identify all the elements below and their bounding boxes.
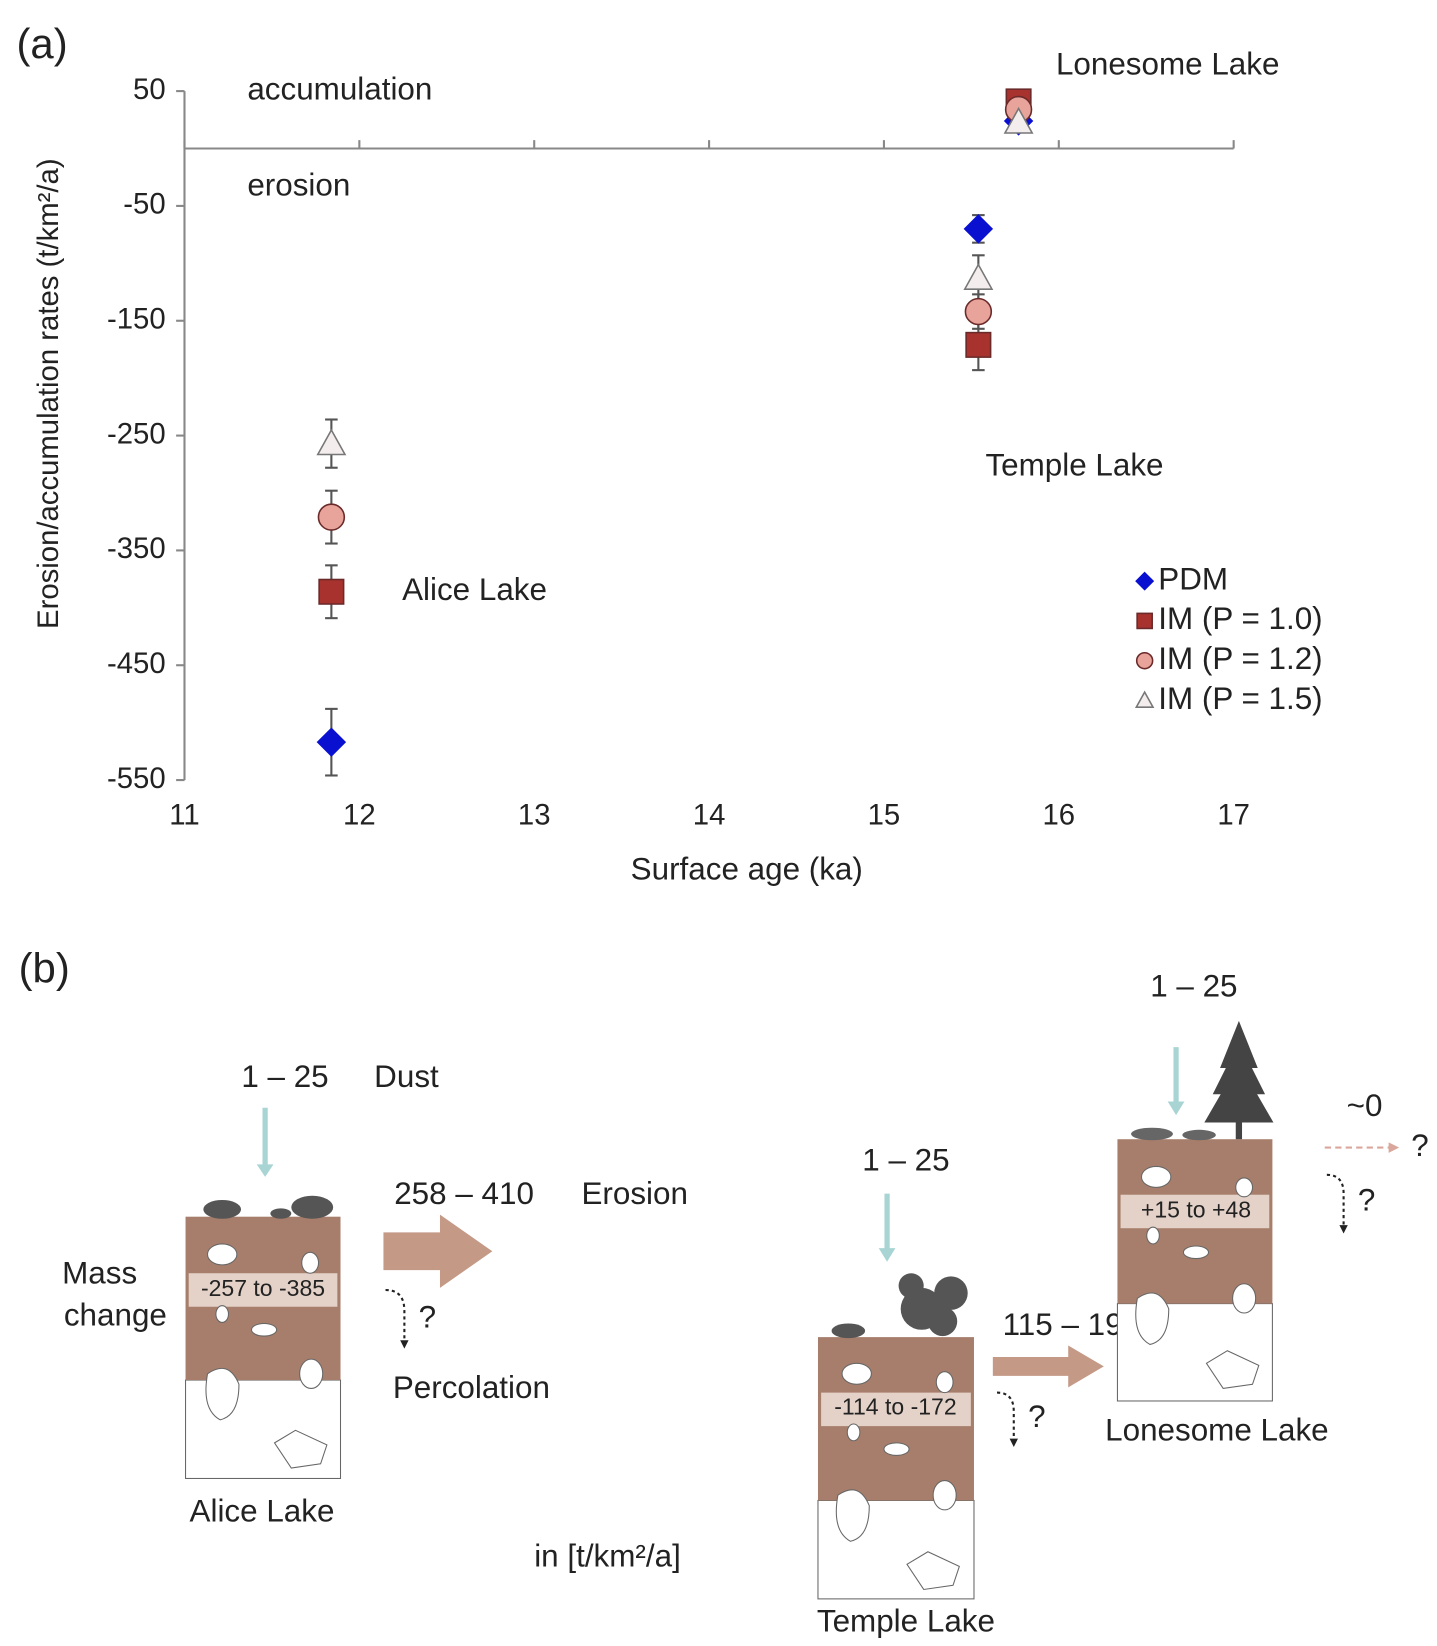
erosion-label: Erosion [581, 1176, 688, 1211]
x-tick-label: 17 [1217, 798, 1250, 831]
site-name: Temple Lake [817, 1603, 995, 1638]
site-name: Lonesome Lake [1105, 1413, 1329, 1448]
question: ? [419, 1300, 436, 1335]
legend-label: IM (P = 1.2) [1158, 641, 1322, 676]
percolation-arrow [996, 1391, 1015, 1439]
percolation-arrow-head [1339, 1225, 1348, 1234]
grass [203, 1195, 334, 1219]
legend-label: IM (P = 1.0) [1158, 601, 1322, 636]
percolation-arrow-head [1009, 1438, 1018, 1448]
point-square [965, 331, 992, 358]
legend-marker [1134, 690, 1155, 708]
x-axis-label: Surface age (ka) [631, 851, 863, 886]
legend-marker [1136, 612, 1153, 630]
annotation: Temple Lake [985, 447, 1163, 482]
legend-label: PDM [1158, 561, 1228, 596]
y-tick-label: -350 [107, 532, 166, 565]
dust-label: Dust [374, 1059, 439, 1094]
legend-marker [1135, 571, 1155, 591]
y-tick-label: -550 [107, 762, 166, 795]
y-tick-label: -150 [107, 303, 166, 336]
stones [205, 1243, 328, 1469]
point-diamond [316, 727, 347, 757]
percolation-label: Percolation [393, 1370, 550, 1405]
dust-flux: 1 – 25 [241, 1059, 328, 1094]
erosion-flux: 258 – 410 [394, 1176, 534, 1211]
lateral-arrow-head [1388, 1142, 1400, 1153]
mass-change-label: Mass [62, 1256, 137, 1291]
question: ? [1411, 1128, 1428, 1163]
annotation: erosion [247, 168, 350, 203]
mass-change-value: -114 to -172 [834, 1393, 956, 1419]
tree [1131, 1020, 1274, 1141]
panel-label: (a) [16, 20, 67, 67]
label-band [821, 1392, 971, 1427]
dust-arrow-head [1167, 1101, 1185, 1116]
mass-change-value: -257 to -385 [201, 1275, 325, 1301]
point-triangle [963, 263, 994, 290]
legend-label: IM (P = 1.5) [1158, 681, 1322, 716]
annotation: Alice Lake [402, 572, 547, 607]
x-tick-label: 11 [169, 798, 199, 831]
erosion-arrow [383, 1214, 493, 1288]
site-name: Alice Lake [190, 1493, 335, 1528]
point-triangle [316, 428, 347, 456]
annotation: Lonesome Lake [1056, 46, 1279, 81]
dust-arrow-head [256, 1164, 274, 1177]
x-tick-label: 16 [1043, 798, 1076, 831]
panel-label: (b) [19, 945, 70, 992]
label-band [1120, 1194, 1270, 1229]
point-triangle [1003, 106, 1034, 134]
point-circle [317, 503, 346, 531]
diagram: 1 – 25 Dust 258 – 410 Erosion Mass chang… [62, 969, 1429, 1639]
erosion-arrow [992, 1345, 1104, 1388]
y-axis-label: Erosion/accumulation rates (t/km²/a) [32, 158, 65, 629]
question: ? [1028, 1399, 1045, 1434]
y-tick-label: -250 [107, 417, 166, 450]
label-band [188, 1273, 338, 1307]
percolation-arrow [1326, 1173, 1345, 1226]
dust-flux: 1 – 25 [862, 1143, 949, 1178]
point-square [318, 578, 345, 605]
percolation-arrow-head [400, 1340, 409, 1349]
annotation: accumulation [247, 71, 432, 106]
x-tick-label: 12 [343, 798, 376, 831]
stones [1135, 1165, 1260, 1389]
legend-marker [1135, 651, 1154, 670]
dust-flux: 1 – 25 [1150, 969, 1237, 1004]
x-tick-label: 13 [518, 798, 551, 831]
unit-label: in [t/km²/a] [534, 1538, 681, 1573]
mass-change-value: +15 to +48 [1141, 1197, 1251, 1223]
percolation-arrow [385, 1288, 406, 1341]
point-circle [964, 297, 993, 326]
lateral-flux: ~0 [1347, 1088, 1383, 1123]
y-tick-label: -50 [123, 188, 165, 221]
mass-change-label: change [64, 1298, 167, 1333]
y-tick-label: 50 [133, 73, 166, 106]
x-tick-label: 15 [868, 798, 901, 831]
question: ? [1358, 1182, 1375, 1217]
dust-arrow-head [878, 1248, 896, 1262]
stones [835, 1362, 960, 1591]
bush [831, 1273, 968, 1339]
y-tick-label: -450 [107, 647, 166, 680]
x-tick-label: 14 [693, 798, 726, 831]
point-diamond [963, 214, 994, 244]
